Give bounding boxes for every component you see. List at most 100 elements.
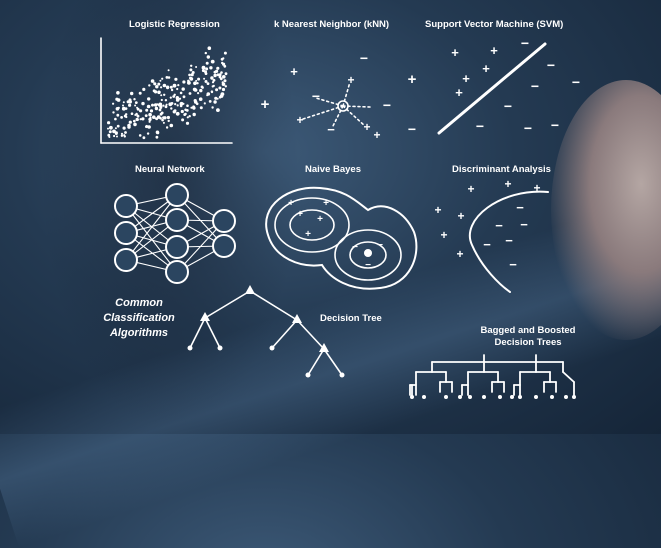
- diagram-canvas: +++−+−+− +−+ −+ + −+++−− −−− − −+ ++++− −−+ + ++ +++…: [109, 35, 580, 399]
- scatter-point: [177, 84, 180, 87]
- scatter-point: [174, 103, 177, 106]
- scatter-point: [193, 81, 197, 86]
- scatter-point: [114, 127, 117, 130]
- scatter-point: [223, 51, 227, 55]
- scatter-point: [193, 99, 197, 103]
- minus-sign: −: [504, 98, 512, 114]
- scatter-point: [192, 105, 196, 109]
- scatter-point: [164, 105, 168, 109]
- scatter-point: [160, 94, 163, 97]
- scatter-point: [145, 108, 149, 112]
- background-hand: [551, 80, 661, 340]
- scatter-point: [219, 94, 224, 98]
- scatter-point: [206, 82, 210, 85]
- plus-sign: +: [363, 120, 370, 134]
- nn-node: [212, 234, 236, 258]
- plus-sign: +: [440, 228, 447, 242]
- scatter-point: [142, 87, 146, 91]
- scatter-point: [211, 85, 214, 88]
- bagged-tree-branch: [562, 371, 575, 383]
- scatter-point: [173, 93, 176, 97]
- minus-sign: −: [531, 78, 539, 94]
- scatter-point: [167, 76, 171, 79]
- naive-bayes-label: Naive Bayes: [305, 164, 361, 175]
- knn-link: [315, 97, 344, 107]
- scatter-point: [113, 134, 116, 138]
- scatter-point: [164, 99, 168, 102]
- bagged-tree-leaf: [422, 395, 426, 399]
- scatter-point: [188, 92, 192, 95]
- scatter-point: [115, 97, 119, 101]
- knn-link: [342, 81, 351, 107]
- scatter-point: [125, 115, 128, 119]
- nn-node: [165, 235, 189, 259]
- scatter-point: [211, 106, 214, 109]
- scatter-point: [149, 109, 154, 113]
- minus-sign: −: [520, 217, 528, 232]
- bagged-tree-leaf: [564, 395, 568, 399]
- scatter-point: [138, 134, 142, 137]
- scatter-point: [208, 100, 212, 103]
- bagged-tree-leaf: [498, 395, 502, 399]
- scatter-point: [204, 80, 208, 83]
- nn-connection: [125, 194, 178, 261]
- minus-sign: −: [360, 50, 368, 66]
- minus-sign: −: [509, 257, 517, 272]
- bagged-tree-leaf: [518, 395, 522, 399]
- scatter-point: [161, 77, 164, 80]
- minus-sign: −: [505, 233, 513, 248]
- scatter-point: [182, 80, 186, 84]
- scatter-point: [176, 98, 180, 102]
- scatter-point: [195, 66, 198, 68]
- scatter-point: [170, 102, 174, 105]
- nn-connection: [125, 205, 178, 273]
- scatter-point: [211, 81, 215, 84]
- scatter-point: [186, 104, 189, 107]
- scatter-point: [134, 101, 138, 104]
- scatter-point: [162, 121, 165, 124]
- plus-sign: +: [490, 43, 498, 58]
- minus-sign: −: [377, 240, 383, 251]
- class-signs: +++−+−+− +−+ −+ + −+++−− −−− − −+ ++++− −−+ + ++ +++…: [261, 35, 580, 272]
- scatter-point: [183, 113, 187, 116]
- scatter-point: [167, 69, 170, 72]
- scatter-point: [117, 106, 120, 110]
- scatter-point: [153, 103, 158, 107]
- scatter-point: [204, 51, 207, 55]
- scatter-point: [213, 73, 217, 78]
- scatter-point: [127, 125, 131, 129]
- scatter-point: [210, 59, 215, 64]
- scatter-point: [154, 106, 159, 111]
- scatter-point: [218, 75, 222, 79]
- scatter-point: [166, 115, 170, 120]
- knn-link: [342, 105, 366, 127]
- scatter-point: [159, 79, 162, 82]
- plus-sign: +: [347, 73, 354, 87]
- scatter-point: [197, 77, 201, 81]
- scatter-point: [124, 131, 127, 134]
- scatter-point: [153, 82, 157, 86]
- scatter-point: [218, 73, 222, 77]
- knn-link: [299, 105, 344, 121]
- scatter-point: [190, 64, 193, 68]
- scatter-point: [152, 115, 156, 119]
- scatter-point: [181, 87, 185, 91]
- plus-sign: +: [457, 209, 464, 223]
- scatter-point: [190, 106, 193, 109]
- scatter-point: [170, 88, 174, 92]
- scatter-point: [121, 106, 126, 111]
- scatter-point: [199, 88, 203, 93]
- scatter-point: [169, 96, 172, 99]
- bagged-tree-leaf: [510, 395, 514, 399]
- scatter-point: [167, 119, 170, 123]
- scatter-point: [109, 125, 113, 130]
- scatter-point: [213, 100, 217, 104]
- neural-network-label: Neural Network: [135, 164, 205, 175]
- svm-hyperplane: [437, 42, 547, 135]
- scatter-point: [147, 97, 151, 101]
- minus-sign: −: [521, 35, 529, 51]
- common-algorithms-caption: Common Classification Algorithms: [96, 296, 182, 341]
- scatter-point: [160, 111, 164, 115]
- scatter-point: [141, 101, 145, 106]
- scatter-point: [128, 103, 132, 107]
